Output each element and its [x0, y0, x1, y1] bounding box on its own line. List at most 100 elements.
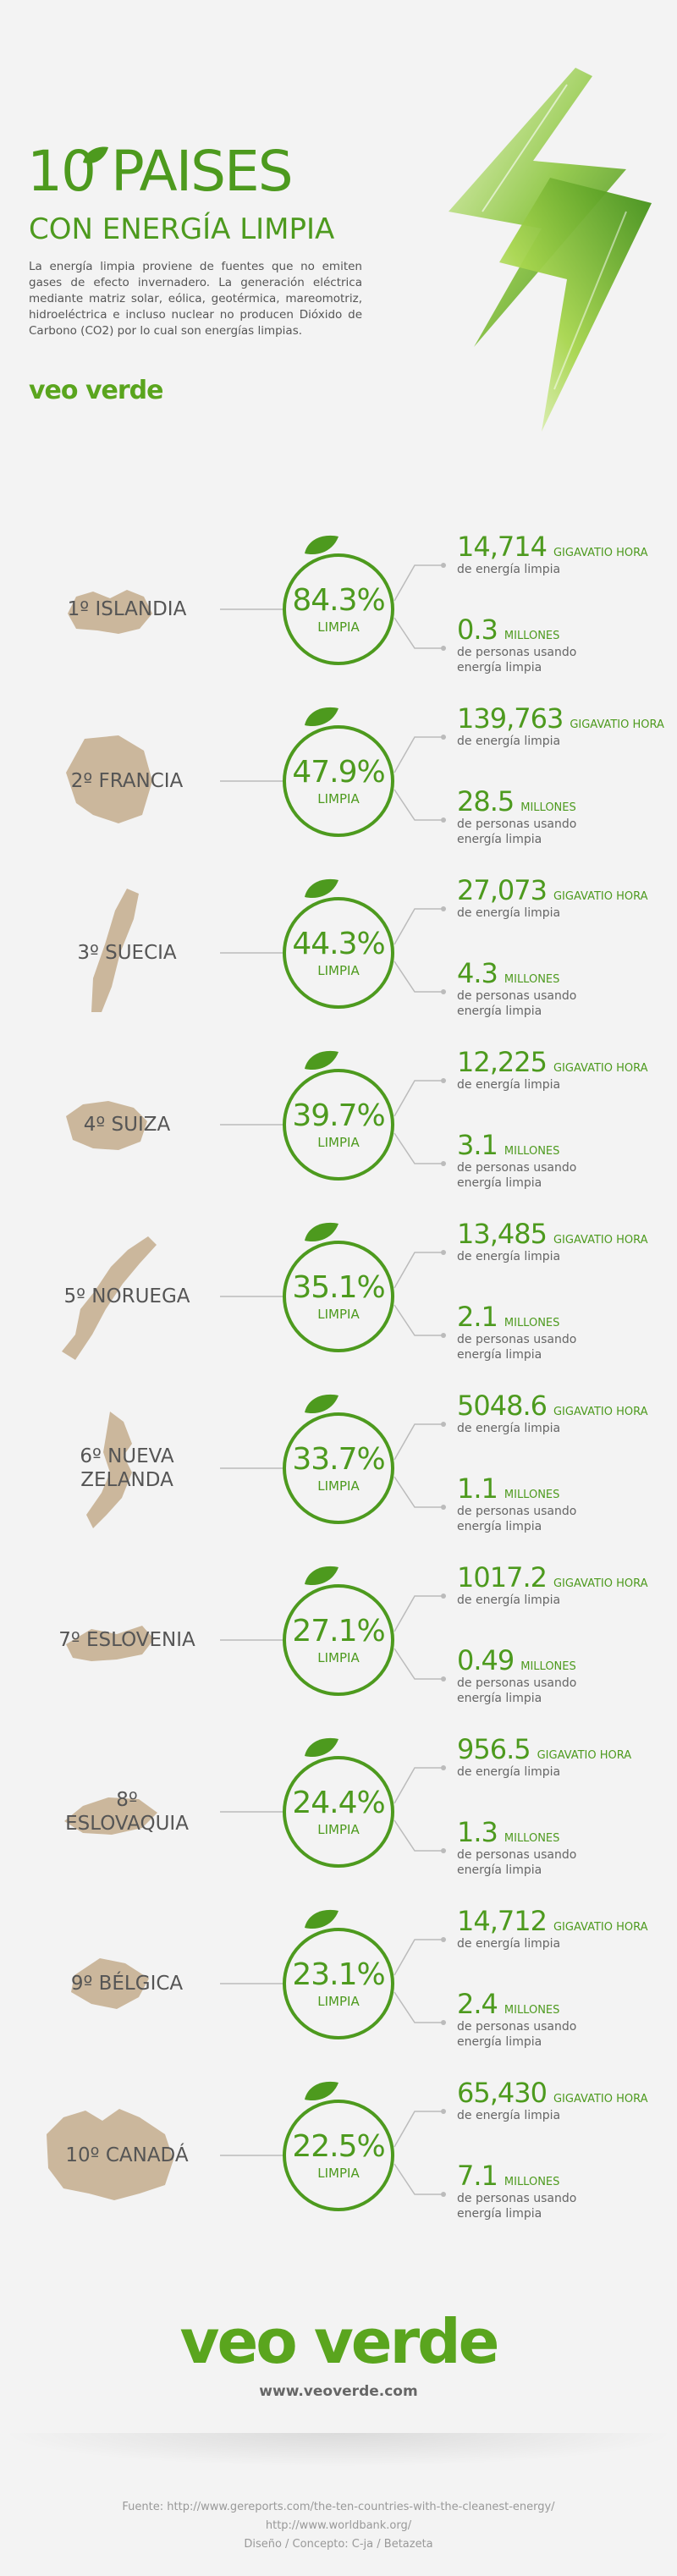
people-millions-unit: MILLONES [504, 973, 560, 986]
people-millions-unit: MILLONES [504, 1317, 560, 1329]
leaf-icon [305, 1050, 338, 1071]
gigawatt-hours-unit: GIGAVATIO HORA [537, 1749, 632, 1762]
people-millions-value: 28.5 MILLONES [457, 788, 576, 815]
people-millions-description: de personas usando energía limpia [457, 1676, 577, 1705]
connector-graphic [220, 707, 446, 837]
gigawatt-hours-description: de energía limpia [457, 906, 561, 920]
clean-label: LIMPIA [317, 1478, 360, 1494]
gigawatt-hours-number: 14,712 [457, 1905, 548, 1937]
leaf-icon [305, 878, 338, 899]
leaf-icon [305, 1566, 338, 1586]
country-name: 9º BÉLGICA [70, 1973, 184, 1995]
leaf-icon [305, 707, 338, 727]
gigawatt-hours-unit: GIGAVATIO HORA [553, 1062, 648, 1075]
clean-label: LIMPIA [317, 1822, 360, 1837]
people-millions-unit: MILLONES [520, 1660, 576, 1673]
gigawatt-hours-value: 27,073 GIGAVATIO HORA [457, 877, 648, 904]
clean-label: LIMPIA [317, 1994, 360, 2009]
people-millions-unit: MILLONES [504, 1489, 560, 1501]
country-row: 5º NORUEGA 35.1% LIMPIA 13,485 GIGAVATIO HOR… [0, 1212, 677, 1381]
gigawatt-hours-description: de energía limpia [457, 1937, 561, 1951]
clean-percentage: 35.1% [292, 1270, 385, 1305]
gigawatt-hours-unit: GIGAVATIO HORA [553, 1577, 648, 1590]
country-row: 4º SUIZA 39.7% LIMPIA 12,225 GIGAVATIO HORA d… [0, 1040, 677, 1209]
gigawatt-hours-unit: GIGAVATIO HORA [553, 1921, 648, 1934]
leaf-icon [305, 1394, 338, 1414]
people-millions-number: 3.1 [457, 1129, 498, 1161]
leaf-icon [83, 146, 108, 164]
percentage-circle [283, 1584, 394, 1696]
gigawatt-hours-value: 5048.6 GIGAVATIO HORA [457, 1392, 648, 1419]
gigawatt-hours-value: 1017.2 GIGAVATIO HORA [457, 1564, 648, 1591]
percentage-circle [283, 1756, 394, 1868]
credits: Fuente: http://www.gereports.com/the-ten… [0, 2498, 677, 2554]
gigawatt-hours-value: 13,485 GIGAVATIO HORA [457, 1220, 648, 1247]
country-name: 1º ISLANDIA [67, 598, 187, 620]
country-map-silhouette [70, 1958, 149, 2009]
country-map-silhouette [66, 1101, 147, 1150]
credit-line-worldbank: http://www.worldbank.org/ [265, 2519, 412, 2532]
people-millions-unit: MILLONES [520, 801, 576, 814]
gigawatt-hours-unit: GIGAVATIO HORA [553, 2093, 648, 2105]
people-millions-value: 2.4 MILLONES [457, 1990, 559, 2017]
gigawatt-hours-description: de energía limpia [457, 1422, 561, 1435]
people-millions-description: de personas usando energía limpia [457, 2192, 577, 2221]
percentage-circle [283, 2100, 394, 2211]
people-millions-number: 0.49 [457, 1644, 515, 1676]
country-map-silhouette [91, 889, 139, 1012]
people-millions-value: 1.1 MILLONES [457, 1475, 559, 1502]
clean-label: LIMPIA [317, 619, 360, 635]
gigawatt-hours-number: 14,714 [457, 531, 548, 563]
people-millions-number: 28.5 [457, 785, 515, 817]
clean-percentage: 24.4% [292, 1786, 385, 1820]
country-name: 8º ESLOVAQUIA [65, 1789, 189, 1835]
country-map-silhouette [68, 590, 152, 634]
credit-line-source: Fuente: http://www.gereports.com/the-ten… [122, 2501, 555, 2513]
gigawatt-hours-unit: GIGAVATIO HORA [570, 718, 664, 731]
country-name: 2º FRANCIA [70, 770, 184, 792]
people-millions-number: 1.3 [457, 1816, 498, 1848]
country-row: 8º ESLOVAQUIA 24.4% LIMPIA 956.5 GIGAVATIO H… [0, 1727, 677, 1896]
country-row: 10º CANADÁ 22.5% LIMPIA 65,430 GIGAVATIO HOR… [0, 2071, 677, 2240]
country-map-silhouette [62, 1236, 157, 1360]
connector-graphic [220, 1909, 446, 2039]
people-millions-unit: MILLONES [504, 1832, 560, 1845]
people-millions-value: 1.3 MILLONES [457, 1819, 559, 1846]
gigawatt-hours-value: 14,712 GIGAVATIO HORA [457, 1907, 648, 1935]
clean-percentage: 44.3% [292, 927, 385, 961]
header: 10 PAISES CON ENERGÍA LIMPIA La energía … [0, 0, 677, 474]
intro-text: La energía limpia proviene de fuentes qu… [29, 260, 362, 338]
country-map-silhouette [63, 1797, 157, 1835]
clean-percentage: 47.9% [292, 755, 385, 790]
clean-label: LIMPIA [317, 791, 360, 806]
gigawatt-hours-description: de energía limpia [457, 563, 561, 576]
gigawatt-hours-description: de energía limpia [457, 1765, 561, 1779]
connector-graphic [220, 535, 446, 665]
country-name: 7º ESLOVENIA [58, 1629, 195, 1651]
people-millions-unit: MILLONES [504, 2176, 560, 2188]
leaf-icon [305, 1909, 338, 1929]
people-millions-unit: MILLONES [504, 2004, 560, 2017]
footer-url[interactable]: www.veoverde.com [259, 2383, 418, 2400]
clean-label: LIMPIA [317, 2166, 360, 2181]
connector-graphic [220, 878, 446, 1009]
country-row: 1º ISLANDIA 84.3% LIMPIA 14,714 GIGAVATIO HO… [0, 525, 677, 694]
percentage-circle [283, 1241, 394, 1352]
people-millions-number: 7.1 [457, 2160, 498, 2192]
veo-verde-footer-logo: veo verde [179, 2306, 500, 2377]
clean-label: LIMPIA [317, 963, 360, 978]
people-millions-description: de personas usando energía limpia [457, 1333, 577, 1362]
people-millions-description: de personas usando energía limpia [457, 2020, 577, 2049]
gigawatt-hours-value: 12,225 GIGAVATIO HORA [457, 1049, 648, 1076]
gigawatt-hours-value: 65,430 GIGAVATIO HORA [457, 2079, 648, 2106]
connector-graphic [220, 1394, 446, 1524]
veo-verde-logo: veo verde [29, 376, 163, 405]
leaf-icon [305, 1737, 338, 1758]
country-row: 6º NUEVA ZELANDA 33.7% LIMPIA 5048.6 GIGAVAT… [0, 1384, 677, 1553]
country-row: 3º SUECIA 44.3% LIMPIA 27,073 GIGAVATIO HORA… [0, 868, 677, 1038]
country-map-silhouette [65, 1626, 154, 1661]
country-row: 7º ESLOVENIA 27.1% LIMPIA 1017.2 GIGAVATIO H… [0, 1555, 677, 1725]
clean-percentage: 39.7% [292, 1098, 385, 1133]
percentage-circle [283, 1412, 394, 1524]
gigawatt-hours-description: de energía limpia [457, 1078, 561, 1092]
